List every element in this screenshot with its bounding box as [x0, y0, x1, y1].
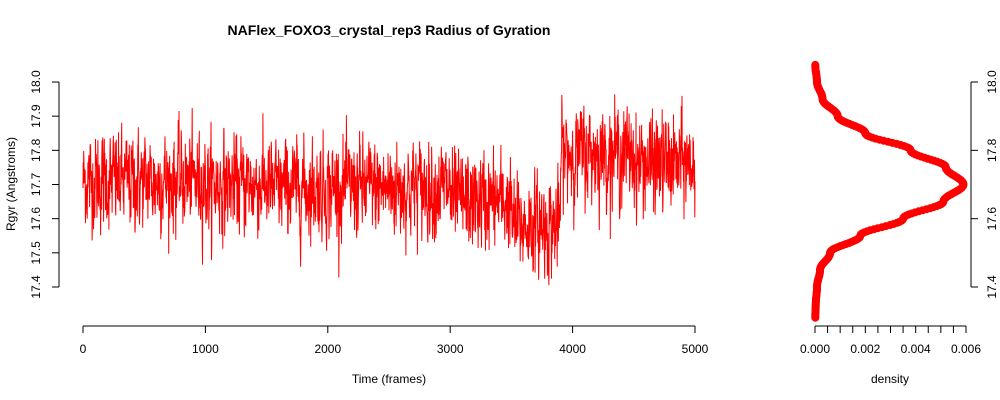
y-tick-label: 18.0 — [29, 70, 43, 94]
x-tick-label: 2000 — [314, 342, 341, 356]
x-axis: 0 1000 2000 3000 4000 5000 — [80, 325, 709, 356]
y-axis: 17.4 17.5 17.6 17.7 17.8 17.9 18.0 — [29, 70, 60, 299]
time-series-plot: 0 1000 2000 3000 4000 5000 17.417.517.617.717… — [4, 70, 709, 386]
density-x-axis-label: density — [871, 372, 909, 386]
density-y-tick-label: 17.6 — [985, 207, 999, 231]
density-y-axis: 17.4 17.6 17.8 18.0 — [970, 70, 999, 299]
density-x-axis: 0.000 0.002 0.004 0.006 — [800, 325, 981, 356]
x-axis-label: Time (frames) — [352, 372, 426, 386]
x-tick-label: 1000 — [192, 342, 219, 356]
density-y-tick-label: 17.8 — [985, 138, 999, 162]
density-x-tick-label: 0.000 — [800, 342, 830, 356]
density-x-tick-label: 0.002 — [850, 342, 880, 356]
chart-title: NAFlex_FOXO3_crystal_rep3 Radius of Gyra… — [228, 22, 551, 38]
y-tick-label: 17.9 — [29, 104, 43, 128]
density-plot: 0.000 0.002 0.004 0.006 17.4 17.6 17.8 18.0 de… — [800, 60, 999, 386]
y-tick-label: 17.6 — [29, 207, 43, 231]
density-point — [811, 60, 820, 69]
x-tick-label: 3000 — [437, 342, 464, 356]
x-tick-label: 0 — [80, 342, 87, 356]
density-y-tick-label: 17.4 — [985, 275, 999, 299]
y-tick-label: 17.8 — [29, 138, 43, 162]
density-x-tick-label: 0.006 — [951, 342, 981, 356]
density-curve — [811, 60, 968, 322]
x-tick-label: 4000 — [559, 342, 586, 356]
y-tick-label: 17.7 — [29, 172, 43, 196]
series-line — [82, 94, 696, 286]
y-tick-label: 17.4 — [29, 275, 43, 299]
y-tick-label: 17.5 — [29, 241, 43, 265]
y-axis-label: Rgyr (Angstroms) — [4, 137, 18, 231]
density-y-tick-label: 18.0 — [985, 70, 999, 94]
density-x-tick-label: 0.004 — [901, 342, 931, 356]
x-tick-label: 5000 — [682, 342, 709, 356]
